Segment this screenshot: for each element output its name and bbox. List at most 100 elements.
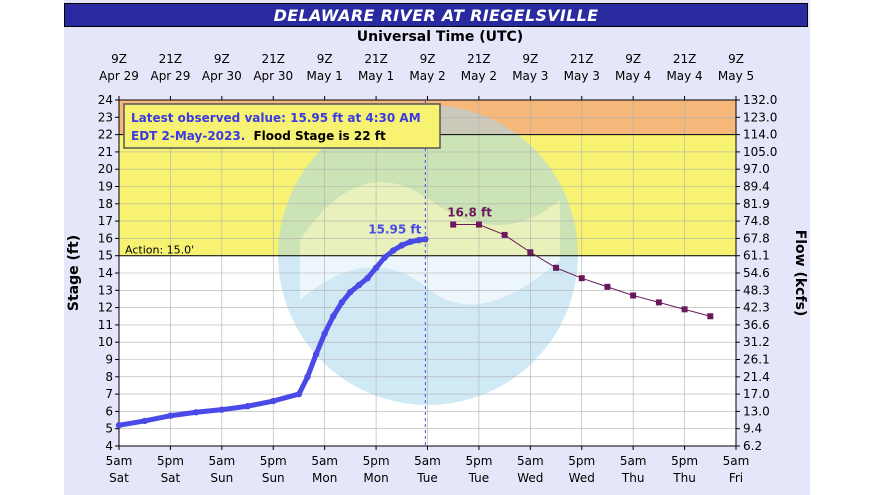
observed-point [304,373,311,380]
stage-tick-label: 6 [105,404,113,418]
utc-tick-time: 9Z [111,52,127,66]
local-tick-time: 5pm [568,454,595,468]
utc-tick-day: May 3 [512,69,548,83]
local-tick-time: 5am [208,454,235,468]
local-tick-day: Thu [621,471,645,485]
utc-tick-day: May 4 [615,69,651,83]
utc-tick-day: May 3 [564,69,600,83]
stage-tick-label: 15 [98,249,113,263]
observed-point [381,254,388,261]
annotation-line-1: Latest observed value: 15.95 ft at 4:30 … [131,111,421,125]
flow-tick-label: 31.2 [743,335,770,349]
stage-axis-ticks: 4 5 6 7 8 9 10 11 12 13 14 15 16 17 18 19 20 21 22 23 24 [98,93,119,453]
utc-tick-time: 21Z [159,52,183,66]
local-tick-day: Thu [672,471,696,485]
utc-tick-day: Apr 30 [253,69,293,83]
flow-tick-label: 36.6 [743,318,770,332]
action-stage-line: Action: 15.0' [119,244,736,257]
flow-tick-label: 74.8 [743,214,770,228]
observed-point [338,299,346,306]
stage-tick-label: 21 [98,145,113,159]
utc-tick-time: 9Z [317,52,333,66]
observed-point [330,313,337,320]
local-tick-time: 5am [311,454,338,468]
stage-tick-label: 13 [98,283,113,297]
observed-point [141,417,148,425]
local-tick-day: Sat [109,471,129,485]
local-tick-time: 5am [106,454,133,468]
stage-tick-label: 24 [98,93,113,107]
utc-tick-day: May 2 [409,69,445,83]
observed-point [422,236,429,243]
observed-point [347,288,354,296]
forecast-point [578,275,585,282]
flow-tick-label: 13.0 [743,404,770,418]
stage-tick-label: 14 [98,266,113,280]
observed-point [244,403,251,410]
latest-observation-box: Latest observed value: 15.95 ft at 4:30 … [123,103,441,149]
forecast-point [655,299,662,306]
local-tick-time: 5pm [465,454,492,468]
local-tick-day: Wed [569,471,595,485]
utc-tick-time: 9Z [522,52,538,66]
local-tick-day: Tue [468,471,490,485]
watermark-circle [278,105,578,405]
local-tick-day: Wed [517,471,543,485]
utc-tick-time: 21Z [364,52,388,66]
utc-tick-day: May 2 [461,69,497,83]
flow-tick-label: 42.3 [743,301,770,315]
observed-point [295,390,303,398]
utc-tick-time: 21Z [467,52,491,66]
annotation-flood-stage: Flood Stage is 22 ft [253,129,385,143]
flow-axis-ticks: 6.2 9.4 13.0 17.0 21.4 26.1 31.2 36.6 42.3 48.3 54… [736,93,777,453]
observed-point [372,264,380,272]
stage-tick-label: 17 [98,214,113,228]
flow-tick-label: 17.0 [743,387,770,401]
forecast-series [450,221,714,320]
local-tick-time: 5pm [671,454,698,468]
local-tick-time: 5am [620,454,647,468]
observed-point [398,242,405,249]
local-tick-time: 5pm [363,454,390,468]
utc-tick-day: May 5 [718,69,754,83]
flow-axis-label: Flow (kcfs) [792,230,808,317]
local-tick-day: Fri [729,471,743,485]
stage-tick-label: 16 [98,231,113,245]
local-tick-day: Mon [363,471,388,485]
forecast-peak-label: 16.8 ft [447,206,492,220]
stage-tick-label: 12 [98,301,113,315]
flow-tick-label: 97.0 [743,162,770,176]
utc-tick-day: Apr 30 [202,69,242,83]
stage-tick-label: 8 [105,370,113,384]
flow-tick-label: 6.2 [743,439,762,453]
flow-tick-label: 89.4 [743,180,770,194]
utc-tick-time: 9Z [625,52,641,66]
observed-series [115,236,429,429]
stage-tick-label: 10 [98,335,113,349]
utc-tick-day: Apr 29 [150,69,190,83]
local-time-axis-ticks: 5am Sat 5pm Sat 5am Sun 5pm Sun 5am Mon 5pm Mon 5am T… [106,446,750,485]
local-tick-time: 5am [723,454,750,468]
utc-tick-day: May 1 [358,69,394,83]
observed-point [364,274,371,282]
forecast-point [681,306,688,313]
flow-tick-label: 54.6 [743,266,770,280]
observed-point [312,351,320,358]
watermark-wave [300,182,560,305]
stage-tick-label: 23 [98,110,113,124]
stage-tick-label: 22 [98,128,113,142]
local-tick-day: Sun [210,471,233,485]
forecast-point [475,221,482,228]
observed-point [270,397,277,405]
utc-tick-time: 9Z [728,52,744,66]
annotation-box [123,103,441,149]
flow-tick-label: 114.0 [743,128,777,142]
stage-tick-label: 11 [98,318,113,332]
observed-point [115,422,123,429]
noaa-watermark [278,105,578,405]
observed-point [167,412,174,419]
annotation-line-2: EDT 2-May-2023. Flood Stage is 22 ft [131,129,386,143]
observed-value-label: 15.95 ft [368,222,421,236]
flow-tick-label: 81.9 [743,197,770,211]
